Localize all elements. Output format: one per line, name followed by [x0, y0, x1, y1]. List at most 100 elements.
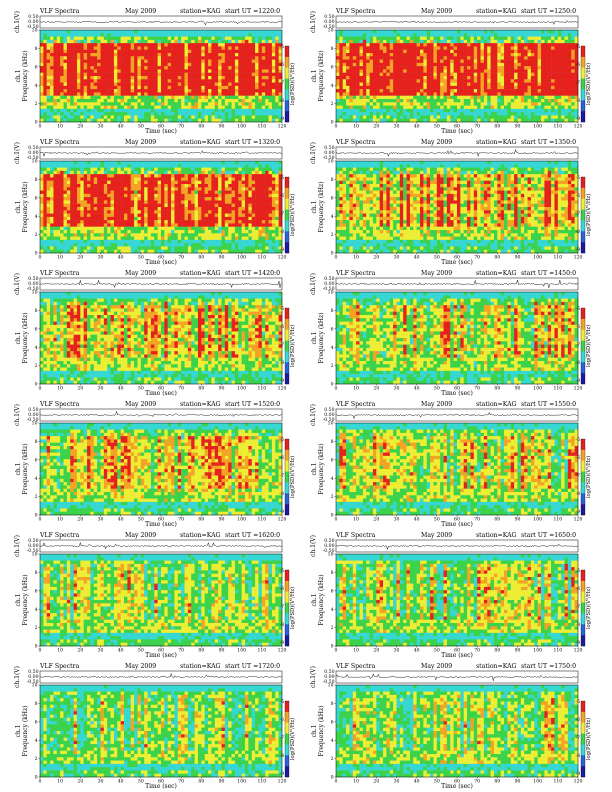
- spectrogram-cell: [497, 72, 501, 77]
- spectrogram-cell: [70, 177, 74, 181]
- spectrogram-cell: [376, 56, 380, 60]
- spectrogram-cell: [140, 72, 145, 77]
- spectrogram-cell: [342, 115, 347, 119]
- spectrogram-cell: [127, 56, 131, 60]
- spectrogram-cell: [63, 115, 68, 119]
- spectrogram-cell: [443, 89, 448, 93]
- spectrogram-cell: [40, 46, 44, 50]
- spectrogram-cell: [234, 33, 239, 37]
- spectrogram-cell: [194, 62, 199, 67]
- spectrogram-cell: [245, 30, 249, 34]
- spectrogram-cell: [480, 66, 485, 70]
- spectrogram-cell: [124, 39, 128, 44]
- spectrogram-cell: [124, 66, 128, 70]
- spectrogram-cell: [161, 30, 165, 34]
- spectrogram-cell: [403, 69, 407, 73]
- spectrogram-cell: [265, 72, 269, 77]
- spectrogram-cell: [557, 108, 562, 113]
- spectrogram-cell: [60, 243, 64, 247]
- colorbar-label: log(PSD)(V²/Hz): [585, 63, 592, 105]
- spectrogram-cell: [567, 69, 572, 73]
- spectrogram-cell: [124, 246, 128, 250]
- spectrogram-cell: [100, 85, 105, 90]
- spectrogram-cell: [379, 82, 384, 87]
- spectrogram-cell: [372, 99, 377, 103]
- spectrogram-cell: [167, 112, 172, 116]
- spectrogram-cell: [97, 170, 101, 175]
- spectrogram-cell: [184, 85, 189, 90]
- spectrogram-cell: [446, 46, 451, 50]
- spectrogram-cell: [164, 39, 168, 44]
- spectrogram-cell: [467, 62, 471, 67]
- spectrogram-cell: [493, 69, 498, 73]
- spectrogram-cell: [369, 36, 374, 41]
- spectrogram-cell: [66, 79, 71, 83]
- spectrogram-cell: [349, 108, 353, 113]
- spectrogram-cell: [204, 105, 209, 110]
- spectrogram-cell: [514, 85, 518, 90]
- spectrogram-cell: [245, 95, 249, 100]
- spectrogram-cell: [157, 49, 162, 54]
- spectrogram-cell: [46, 223, 51, 227]
- spectrogram-cell: [63, 95, 68, 100]
- spectrogram-cell: [420, 62, 424, 67]
- spectrogram-cell: [393, 85, 397, 90]
- spectrogram-cell: [224, 66, 229, 70]
- spectrogram-cell: [430, 49, 434, 54]
- spectrogram-cell: [56, 33, 61, 37]
- spectrogram-cell: [181, 102, 185, 106]
- spectrogram-cell: [389, 30, 394, 34]
- spectrogram-cell: [50, 95, 54, 100]
- spectrogram-cell: [83, 170, 88, 175]
- spectrogram-cell: [339, 105, 343, 110]
- spectrogram-cell: [561, 79, 565, 83]
- spectrogram-cell: [383, 62, 387, 67]
- spectrogram-cell: [248, 53, 252, 57]
- spectrogram-cell: [70, 220, 74, 224]
- spectrogram-cell: [228, 53, 232, 57]
- spectrogram-cell: [140, 56, 145, 60]
- spectrogram-cell: [554, 49, 558, 54]
- spectrogram-cell: [409, 79, 414, 83]
- spectrogram-cell: [154, 99, 158, 103]
- spectrogram-cell: [46, 226, 51, 231]
- spectrogram-cell: [561, 72, 565, 77]
- spectrogram-cell: [80, 207, 84, 211]
- spectrogram-cell: [107, 72, 111, 77]
- spectrogram-cell: [103, 99, 108, 103]
- spectrogram-cell: [40, 39, 44, 44]
- spectrogram-cell: [194, 89, 199, 93]
- spectrogram-cell: [366, 108, 370, 113]
- spectrogram-cell: [443, 105, 448, 110]
- spectrogram-cell: [164, 102, 168, 106]
- spectrogram-cell: [507, 118, 511, 123]
- spectrogram-cell: [470, 62, 474, 67]
- spectrogram-cell: [510, 76, 515, 80]
- spectrogram-cell: [450, 30, 454, 34]
- spectrogram-cell: [520, 76, 525, 80]
- spectrogram-cell: [231, 46, 236, 50]
- spectrogram-cell: [83, 239, 88, 244]
- spectrogram-cell: [463, 105, 468, 110]
- spectrogram-cell: [144, 66, 148, 70]
- spectrogram-cell: [83, 49, 88, 54]
- spectrogram-cell: [53, 161, 57, 165]
- spectrogram-cell: [234, 99, 239, 103]
- spectrogram-cell: [113, 66, 118, 70]
- spectrogram-cell: [87, 184, 91, 188]
- spectrogram-cell: [53, 89, 57, 93]
- spectrogram-cell: [430, 95, 434, 100]
- spectrogram-cell: [248, 105, 252, 110]
- spectrogram-cell: [120, 193, 125, 198]
- spectrogram-cell: [346, 46, 350, 50]
- spectrogram-cell: [140, 62, 145, 67]
- spectrogram-cell: [124, 89, 128, 93]
- spectrogram-cell: [117, 99, 121, 103]
- spectrogram-cell: [406, 108, 411, 113]
- spectrogram-cell: [174, 79, 178, 83]
- spectrogram-cell: [369, 99, 374, 103]
- spectrogram-cell: [241, 43, 246, 47]
- spectrogram-cell: [278, 72, 283, 77]
- spectrogram-cell: [43, 193, 47, 198]
- spectrogram-cell: [181, 85, 185, 90]
